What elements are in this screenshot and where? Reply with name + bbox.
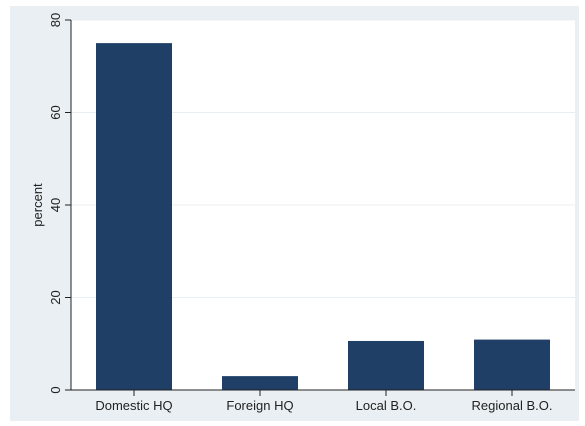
- bars: [96, 43, 550, 390]
- y-tick-label: 60: [48, 105, 63, 119]
- y-tick-label: 20: [48, 290, 63, 304]
- x-tick-label: Local B.O.: [356, 398, 417, 413]
- y-tick-label: 0: [48, 386, 63, 393]
- x-ticks: Domestic HQ Foreign HQ Local B.O. Regional …: [95, 390, 552, 413]
- y-tick-label: 40: [48, 198, 63, 212]
- x-tick-label: Domestic HQ: [95, 398, 172, 413]
- y-axis-title: percent: [30, 183, 45, 227]
- bar-local-b-o: [348, 340, 424, 390]
- y-tick-label: 80: [48, 13, 63, 27]
- y-ticks: 0 20 40 60 80: [48, 13, 71, 394]
- x-tick-label: Foreign HQ: [226, 398, 293, 413]
- bar-regional-b-o: [474, 339, 550, 390]
- bar-domestic-hq: [96, 43, 172, 390]
- x-tick-label: Regional B.O.: [472, 398, 553, 413]
- bar-foreign-hq: [222, 376, 298, 390]
